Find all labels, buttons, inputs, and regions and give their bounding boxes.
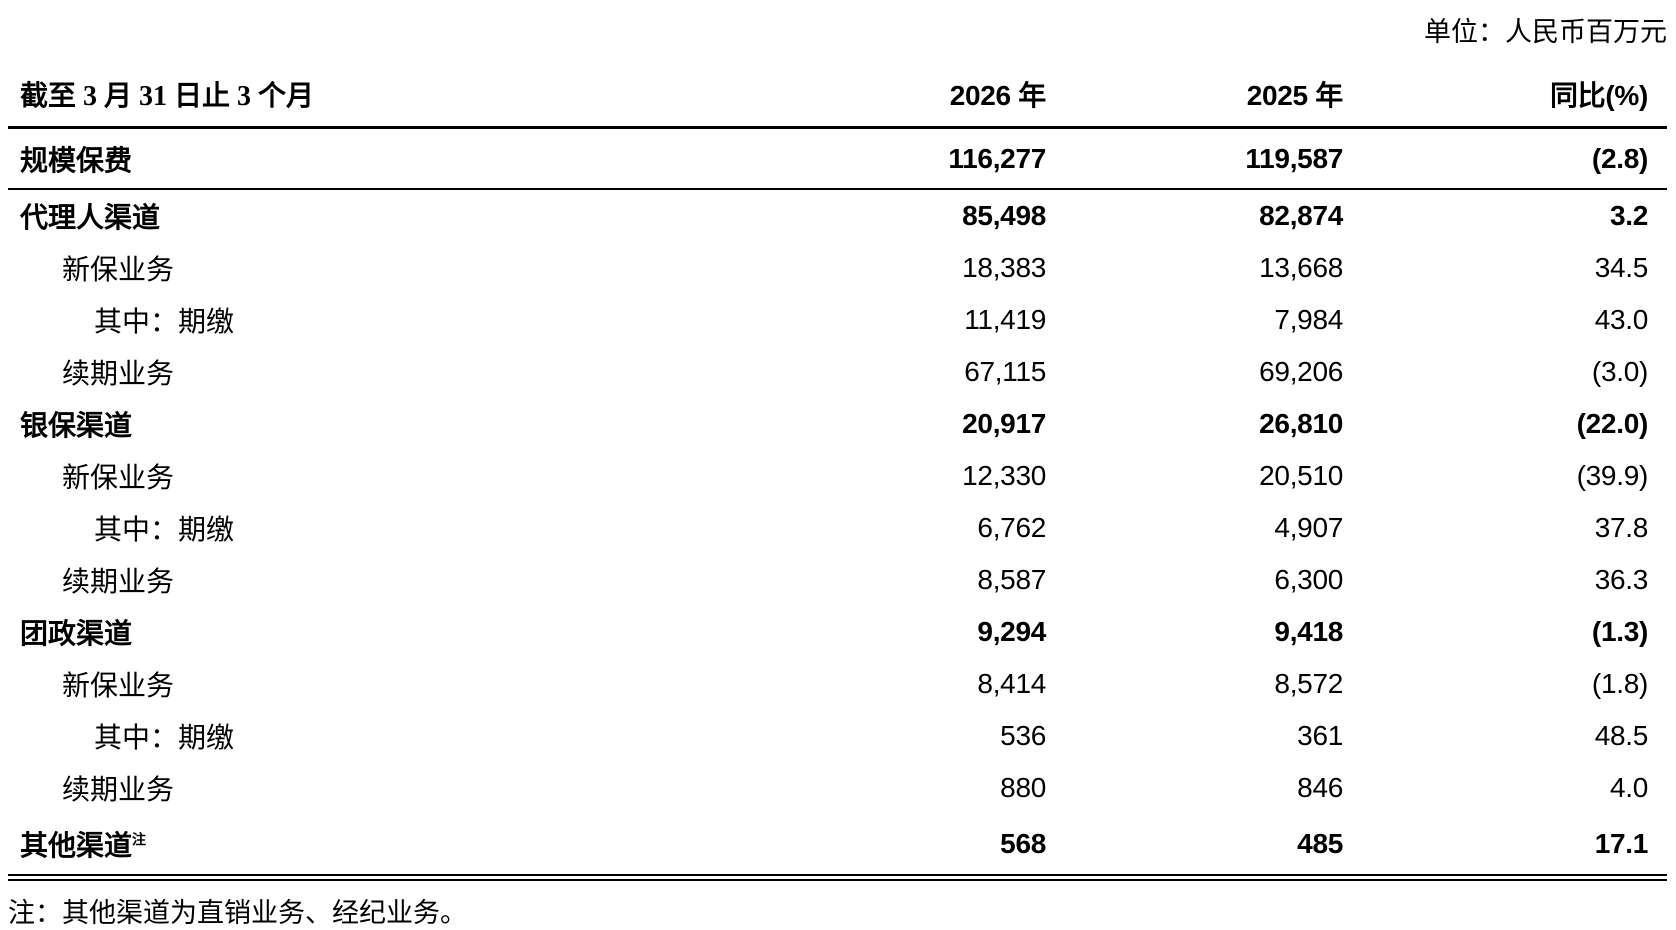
row-label-cell: 续期业务 <box>8 762 640 814</box>
value-2026: 6,762 <box>977 512 1046 544</box>
table-row: 规模保费 116,277 119,587 (2.8) <box>8 127 1667 191</box>
row-label: 规模保费 <box>20 145 133 177</box>
table-body: 规模保费 116,277 119,587 (2.8) 代理人渠道 85,498 … <box>8 127 1667 882</box>
value-2025: 20,510 <box>1259 460 1343 492</box>
value-2026: 568 <box>640 814 1065 882</box>
value-yoy: 34.5 <box>1594 252 1649 284</box>
value-2025: 485 <box>1065 814 1362 882</box>
value-2026: 67,115 <box>964 356 1046 388</box>
value-yoy: 17.1 <box>1362 814 1667 882</box>
row-label: 团政渠道 <box>20 619 133 651</box>
row-label-cell: 新保业务 <box>8 658 640 710</box>
row-label-cell: 银保渠道 <box>8 398 640 450</box>
row-label: 续期业务 <box>62 567 175 599</box>
table-row: 银保渠道 20,917 26,810 (22.0) <box>8 398 1667 450</box>
row-label-cell: 其中：期缴 <box>8 710 640 762</box>
table-row: 其中：期缴 536 361 48.5 <box>8 710 1667 762</box>
value-yoy: 48.5 <box>1594 720 1649 752</box>
row-label: 其中：期缴 <box>94 723 235 755</box>
value-yoy: (3.0) <box>1591 356 1648 388</box>
value-2026: 536 <box>1000 720 1046 752</box>
row-label-cell: 新保业务 <box>8 242 640 294</box>
row-label-cell: 团政渠道 <box>8 606 640 658</box>
row-label: 新保业务 <box>62 255 175 287</box>
value-2026: 85,498 <box>962 200 1046 232</box>
value-yoy: (1.8) <box>1591 668 1648 700</box>
value-2025: 9,418 <box>1274 616 1343 648</box>
column-header-period: 截至 3 月 31 日止 3 个月 <box>8 60 640 130</box>
column-header-2025: 2025 年 <box>1065 60 1362 130</box>
value-2025: 6,300 <box>1274 564 1343 596</box>
value-2026: 20,917 <box>962 408 1046 440</box>
table-row: 其中：期缴 11,419 7,984 43.0 <box>8 294 1667 346</box>
value-yoy: 36.3 <box>1594 564 1649 596</box>
row-label-cell: 代理人渠道 <box>8 189 640 242</box>
value-2025: 7,984 <box>1274 304 1343 336</box>
row-label-cell: 规模保费 <box>8 127 640 191</box>
row-label-cell: 其中：期缴 <box>8 294 640 346</box>
table-header: 截至 3 月 31 日止 3 个月 2026 年 2025 年 同比(%) <box>8 60 1667 130</box>
value-yoy: 43.0 <box>1594 304 1649 336</box>
value-2026: 116,277 <box>640 127 1065 191</box>
value-2025: 69,206 <box>1259 356 1343 388</box>
value-2026: 11,419 <box>964 304 1046 336</box>
row-label: 其中：期缴 <box>94 307 235 339</box>
value-yoy: (22.0) <box>1576 408 1649 440</box>
value-2025: 13,668 <box>1259 252 1343 284</box>
value-2025: 361 <box>1297 720 1343 752</box>
value-yoy: (2.8) <box>1362 127 1667 191</box>
value-2026: 18,383 <box>962 252 1046 284</box>
table-header-row: 截至 3 月 31 日止 3 个月 2026 年 2025 年 同比(%) <box>8 60 1667 130</box>
row-label: 代理人渠道 <box>20 203 161 235</box>
value-yoy: 4.0 <box>1609 772 1648 804</box>
value-2026: 9,294 <box>977 616 1046 648</box>
table-row: 其中：期缴 6,762 4,907 37.8 <box>8 502 1667 554</box>
value-2025: 26,810 <box>1259 408 1343 440</box>
value-yoy: (1.3) <box>1591 616 1648 648</box>
table-row: 团政渠道 9,294 9,418 (1.3) <box>8 606 1667 658</box>
value-2025: 846 <box>1297 772 1343 804</box>
row-label-cell: 其中：期缴 <box>8 502 640 554</box>
row-label-cell: 新保业务 <box>8 450 640 502</box>
premium-by-channel-table: 截至 3 月 31 日止 3 个月 2026 年 2025 年 同比(%) 规模… <box>8 60 1667 882</box>
table-row: 续期业务 8,587 6,300 36.3 <box>8 554 1667 606</box>
table-row: 续期业务 67,115 69,206 (3.0) <box>8 346 1667 398</box>
table-row: 新保业务 8,414 8,572 (1.8) <box>8 658 1667 710</box>
footnote-marker: 注 <box>132 834 147 850</box>
unit-label: 单位：人民币百万元 <box>1424 17 1667 47</box>
value-2025: 8,572 <box>1274 668 1343 700</box>
row-label: 新保业务 <box>62 463 175 495</box>
row-label: 新保业务 <box>62 671 175 703</box>
row-label-cell: 其他渠道注 <box>8 814 640 882</box>
row-label: 其中：期缴 <box>94 515 235 547</box>
column-header-2026: 2026 年 <box>640 60 1065 130</box>
value-2026: 8,414 <box>977 668 1046 700</box>
value-2025: 4,907 <box>1274 512 1343 544</box>
table-row: 续期业务 880 846 4.0 <box>8 762 1667 814</box>
column-header-yoy: 同比(%) <box>1362 60 1667 130</box>
table-row: 其他渠道注 568 485 17.1 <box>8 814 1667 882</box>
row-label: 银保渠道 <box>20 411 133 443</box>
value-2026: 12,330 <box>962 460 1046 492</box>
row-label: 续期业务 <box>62 359 175 391</box>
row-label-cell: 续期业务 <box>8 554 640 606</box>
table-row: 新保业务 12,330 20,510 (39.9) <box>8 450 1667 502</box>
row-label-cell: 续期业务 <box>8 346 640 398</box>
row-label: 其他渠道 <box>20 831 133 863</box>
table-row: 新保业务 18,383 13,668 34.5 <box>8 242 1667 294</box>
value-yoy: 37.8 <box>1594 512 1649 544</box>
value-yoy: (39.9) <box>1576 460 1649 492</box>
value-2026: 8,587 <box>977 564 1046 596</box>
value-2025: 82,874 <box>1259 200 1343 232</box>
table-row: 代理人渠道 85,498 82,874 3.2 <box>8 189 1667 242</box>
value-yoy: 3.2 <box>1609 200 1648 232</box>
value-2025: 119,587 <box>1065 127 1362 191</box>
value-2026: 880 <box>1000 772 1046 804</box>
row-label: 续期业务 <box>62 775 175 807</box>
